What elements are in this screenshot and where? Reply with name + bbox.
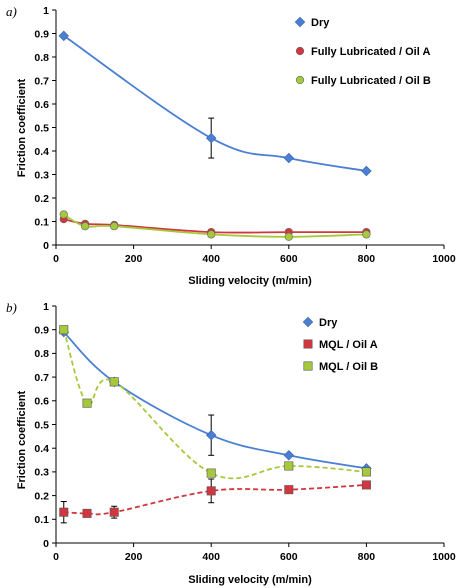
x-tick-label: 400 (202, 551, 220, 563)
data-point (207, 230, 216, 239)
y-axis-title-b: Friction coefficient (16, 390, 28, 489)
y-tick-label: 0.8 (34, 348, 49, 360)
legend-marker (294, 16, 306, 28)
data-point (59, 507, 69, 517)
legend-label: Fully Lubricated / Oil B (311, 75, 431, 87)
x-tick-label: 600 (280, 551, 298, 563)
legend-marker (303, 361, 313, 371)
data-point (109, 377, 119, 387)
x-tick-label: 1000 (432, 551, 456, 563)
panel-label-a: a) (6, 4, 17, 19)
y-tick-label: 0.9 (34, 28, 49, 40)
data-point (80, 222, 90, 231)
panel-b: b) Friction coefficient Sliding velocity… (6, 300, 456, 586)
data-point (206, 486, 216, 496)
x-tick-label: 800 (358, 551, 376, 563)
series-line (63, 35, 367, 172)
x-tick-label: 400 (202, 253, 220, 265)
data-point (205, 429, 217, 441)
y-tick-label: 0.6 (34, 396, 49, 408)
data-point (59, 325, 69, 335)
y-tick-label: 0.6 (34, 99, 49, 111)
y-tick-label: 0.2 (34, 490, 49, 502)
y-tick-label: 0.3 (34, 467, 49, 479)
data-point (284, 461, 294, 471)
x-tick-label: 600 (280, 253, 298, 265)
data-point (58, 30, 69, 42)
data-point (284, 485, 294, 495)
legend-marker (295, 75, 305, 85)
legend-label: MQL / Oil B (319, 361, 378, 373)
x-tick-label: 0 (53, 551, 59, 563)
data-point (284, 232, 293, 241)
y-tick-label: 0.8 (34, 52, 49, 64)
x-tick-label: 1000 (432, 253, 456, 265)
y-tick-label: 0.5 (34, 419, 49, 431)
y-tick-label: 0 (43, 538, 49, 550)
y-tick-label: 0.4 (34, 146, 49, 158)
legend-label: MQL / Oil A (319, 339, 378, 351)
data-point (109, 507, 119, 517)
x-tick-label: 0 (53, 253, 59, 265)
legend-entry: MQL / Oil A (303, 339, 378, 351)
legend-label: Dry (319, 317, 338, 329)
legend-entry: Fully Lubricated / Oil A (295, 46, 430, 58)
data-point (205, 132, 217, 144)
data-point (283, 152, 295, 164)
y-tick-label: 0.3 (34, 169, 49, 181)
legend-label: Fully Lubricated / Oil A (311, 46, 430, 58)
legend-marker (303, 339, 313, 349)
series-line (62, 329, 367, 480)
data-point (361, 480, 371, 490)
y-tick-label: 0.7 (34, 75, 49, 87)
series-2 (59, 210, 371, 241)
series-2 (59, 325, 371, 480)
y-tick-label: 1 (43, 301, 49, 313)
x-axis-title-a: Sliding velocity (m/min) (188, 275, 312, 287)
x-tick-label: 200 (125, 253, 143, 265)
data-point (82, 398, 92, 408)
y-tick-label: 0.7 (34, 372, 49, 384)
data-point (283, 450, 295, 461)
series-0 (58, 30, 372, 177)
legend-marker (302, 316, 314, 328)
data-point (361, 467, 371, 477)
data-point (59, 210, 68, 219)
y-tick-label: 1 (43, 5, 49, 17)
y-tick-label: 0.1 (34, 216, 49, 228)
legend-entry: MQL / Oil B (303, 361, 378, 373)
y-tick-label: 0.4 (34, 443, 49, 455)
series-line (63, 484, 367, 516)
y-axis-title-a: Friction coefficient (16, 78, 28, 177)
y-tick-label: 0.5 (34, 122, 49, 134)
legend-entry: Fully Lubricated / Oil B (295, 75, 431, 87)
series-1 (59, 478, 371, 524)
legend-label: Dry (311, 17, 330, 29)
x-tick-label: 800 (358, 253, 376, 265)
y-tick-label: 0 (43, 240, 49, 252)
data-point (82, 508, 92, 518)
panel-a: a) Friction coefficient Sliding velocity… (6, 4, 456, 287)
data-point (110, 222, 119, 231)
legend-entry: Dry (294, 16, 330, 29)
panel-label-b: b) (6, 300, 17, 315)
x-axis-title-b: Sliding velocity (m/min) (188, 574, 312, 586)
data-point (362, 230, 371, 239)
legend-marker (295, 46, 305, 56)
legend-entry: Dry (302, 316, 338, 329)
y-tick-label: 0.9 (34, 325, 49, 337)
data-point (206, 468, 216, 478)
y-tick-label: 0.2 (34, 193, 49, 205)
x-tick-label: 200 (125, 551, 143, 563)
y-tick-label: 0.1 (34, 514, 49, 526)
series-line (63, 331, 367, 470)
data-point (361, 165, 372, 177)
